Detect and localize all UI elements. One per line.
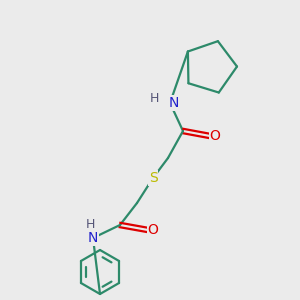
Text: O: O [148, 223, 158, 237]
Text: N: N [169, 96, 179, 110]
Text: O: O [210, 129, 220, 143]
Text: H: H [149, 92, 159, 104]
Text: N: N [88, 231, 98, 245]
Text: H: H [85, 218, 95, 230]
Text: S: S [148, 171, 158, 185]
